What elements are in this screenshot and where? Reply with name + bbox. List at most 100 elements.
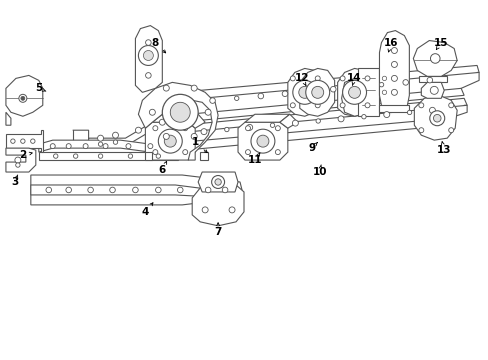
- Circle shape: [21, 96, 25, 100]
- Polygon shape: [178, 66, 478, 100]
- Circle shape: [448, 128, 453, 133]
- Polygon shape: [421, 82, 443, 98]
- Circle shape: [98, 142, 102, 146]
- Circle shape: [290, 76, 295, 81]
- Polygon shape: [198, 172, 238, 192]
- Circle shape: [155, 187, 161, 193]
- Text: 3: 3: [11, 177, 19, 187]
- Circle shape: [98, 135, 103, 141]
- Circle shape: [245, 150, 250, 154]
- Circle shape: [177, 187, 183, 193]
- Circle shape: [382, 90, 386, 95]
- Text: 4: 4: [142, 207, 149, 217]
- Text: 13: 13: [436, 145, 450, 155]
- Text: 7: 7: [214, 227, 222, 237]
- Circle shape: [53, 154, 58, 158]
- Circle shape: [126, 144, 131, 149]
- Circle shape: [201, 129, 206, 135]
- Text: 5: 5: [35, 84, 42, 93]
- Polygon shape: [31, 175, 242, 205]
- Polygon shape: [412, 41, 456, 76]
- Circle shape: [143, 50, 153, 60]
- Circle shape: [158, 129, 182, 153]
- Circle shape: [16, 163, 20, 167]
- Circle shape: [132, 187, 138, 193]
- Polygon shape: [341, 78, 374, 116]
- Text: 14: 14: [346, 73, 361, 84]
- Circle shape: [258, 93, 263, 99]
- Circle shape: [183, 150, 187, 154]
- Circle shape: [98, 154, 102, 158]
- Circle shape: [202, 207, 208, 213]
- Polygon shape: [39, 152, 178, 160]
- Circle shape: [153, 126, 158, 131]
- Circle shape: [165, 144, 170, 149]
- Circle shape: [46, 187, 51, 193]
- Text: 11: 11: [247, 155, 262, 165]
- Polygon shape: [39, 140, 182, 152]
- Circle shape: [429, 86, 437, 94]
- Circle shape: [183, 126, 187, 131]
- Circle shape: [66, 144, 71, 149]
- Polygon shape: [413, 95, 456, 140]
- Circle shape: [340, 76, 345, 81]
- Circle shape: [209, 98, 215, 103]
- Text: 16: 16: [384, 37, 398, 48]
- Circle shape: [337, 116, 344, 122]
- Polygon shape: [357, 68, 379, 116]
- Circle shape: [383, 112, 389, 118]
- Polygon shape: [244, 114, 289, 122]
- Circle shape: [191, 85, 197, 91]
- Circle shape: [390, 75, 397, 81]
- Text: 6: 6: [159, 165, 165, 175]
- Circle shape: [305, 80, 329, 104]
- Circle shape: [128, 154, 132, 158]
- Polygon shape: [192, 182, 244, 226]
- Polygon shape: [152, 114, 198, 122]
- Circle shape: [191, 134, 197, 139]
- Circle shape: [306, 89, 311, 94]
- Circle shape: [234, 96, 239, 100]
- Circle shape: [292, 80, 316, 104]
- Text: 8: 8: [151, 37, 159, 48]
- Circle shape: [256, 135, 268, 147]
- Circle shape: [163, 85, 169, 91]
- Polygon shape: [135, 26, 162, 92]
- Polygon shape: [145, 122, 195, 160]
- Circle shape: [250, 129, 274, 153]
- Circle shape: [390, 89, 397, 95]
- Polygon shape: [182, 98, 466, 132]
- Circle shape: [270, 123, 274, 127]
- Circle shape: [354, 84, 360, 90]
- Circle shape: [290, 103, 295, 108]
- Circle shape: [113, 140, 118, 144]
- Circle shape: [138, 45, 158, 66]
- Circle shape: [292, 120, 298, 126]
- Circle shape: [224, 127, 228, 132]
- Circle shape: [402, 80, 407, 85]
- Circle shape: [20, 139, 25, 143]
- Circle shape: [88, 187, 93, 193]
- Circle shape: [246, 125, 252, 130]
- Polygon shape: [287, 68, 321, 116]
- Polygon shape: [145, 152, 152, 160]
- Circle shape: [205, 109, 211, 115]
- Circle shape: [222, 187, 227, 193]
- Circle shape: [340, 103, 345, 108]
- Text: 1: 1: [191, 137, 199, 147]
- Circle shape: [315, 103, 320, 108]
- Circle shape: [170, 102, 190, 122]
- Polygon shape: [31, 185, 229, 198]
- Circle shape: [348, 86, 360, 98]
- Circle shape: [245, 126, 250, 131]
- Circle shape: [275, 126, 280, 131]
- Circle shape: [112, 132, 118, 138]
- Circle shape: [50, 144, 55, 149]
- Polygon shape: [182, 118, 450, 150]
- Circle shape: [163, 134, 169, 139]
- Circle shape: [31, 139, 35, 143]
- Circle shape: [428, 107, 434, 113]
- Text: 9: 9: [307, 143, 315, 153]
- Circle shape: [73, 154, 78, 158]
- Circle shape: [311, 86, 323, 98]
